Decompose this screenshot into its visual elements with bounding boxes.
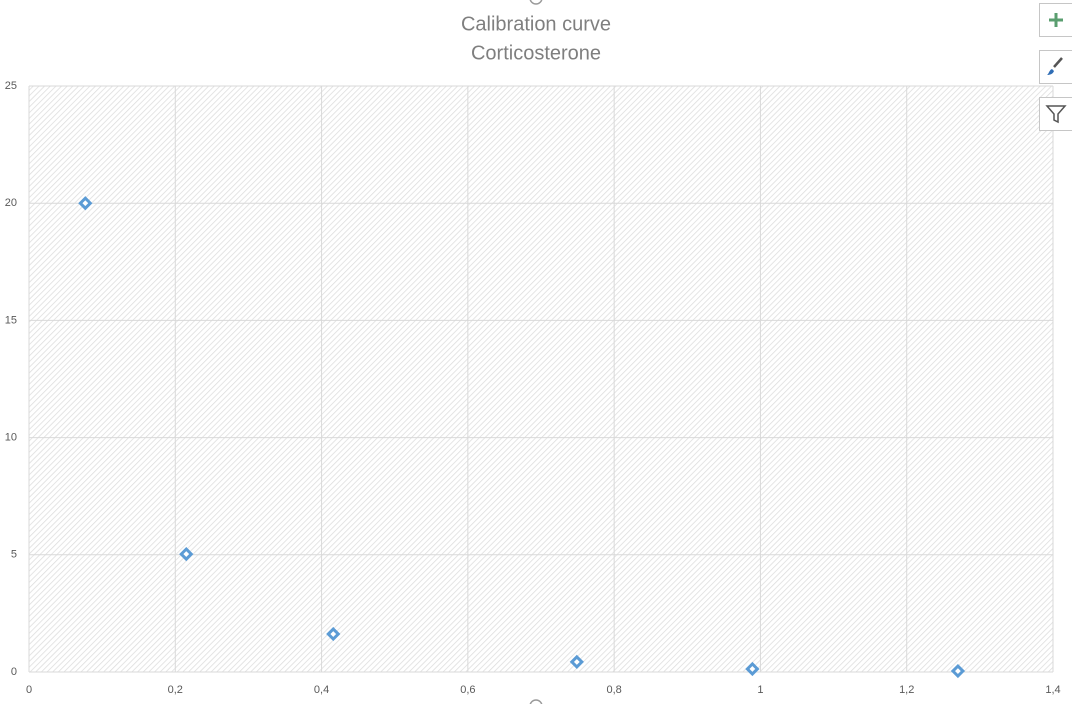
y-tick-label: 10 (5, 432, 17, 444)
x-tick-label: 0 (26, 684, 32, 696)
add-chart-element-button[interactable] (1039, 3, 1072, 37)
chart-title: Calibration curve (461, 13, 611, 35)
resize-handle[interactable] (529, 0, 543, 5)
data-point (78, 196, 93, 211)
x-tick-label: 0,4 (314, 684, 329, 696)
x-tick-label: 1 (757, 684, 763, 696)
chart-filters-button[interactable] (1039, 97, 1072, 131)
data-point (179, 546, 194, 562)
x-tick-label: 0,2 (168, 684, 183, 696)
data-point (745, 661, 760, 677)
y-tick-label: 20 (5, 197, 17, 209)
plot: 0 5 10 15 20 25 0 0,2 0,4 0,6 0,8 1 1,2 1,4 (5, 80, 1061, 696)
chart-styles-button[interactable] (1039, 50, 1072, 84)
x-tick-label: 1,4 (1045, 684, 1060, 696)
y-tick-label: 25 (5, 80, 17, 92)
y-tick-label: 5 (11, 549, 17, 561)
x-tick-label: 0,6 (460, 684, 475, 696)
y-tick-label: 0 (11, 666, 17, 678)
x-tick-label: 0,8 (606, 684, 621, 696)
data-point (950, 663, 966, 679)
y-tick-label: 15 (5, 314, 17, 326)
plot-area (29, 86, 1053, 672)
x-tick-label: 1,2 (899, 684, 914, 696)
chart-subtitle: Corticosterone (471, 42, 601, 64)
data-point (326, 626, 341, 642)
data-point (569, 654, 584, 670)
resize-handle[interactable] (529, 699, 543, 704)
